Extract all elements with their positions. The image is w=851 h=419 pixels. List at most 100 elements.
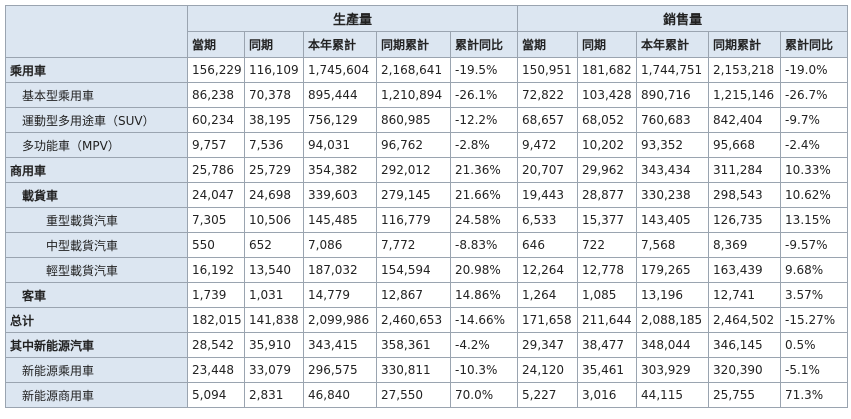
cell: 1,215,146	[708, 82, 782, 108]
cell: 7,305	[187, 207, 245, 233]
cell: 311,284	[708, 157, 782, 183]
cell: 7,086	[303, 232, 377, 258]
cell: 25,755	[708, 382, 782, 408]
table-row: 運動型多用途車（SUV） 60,234 38,195 756,129 860,985 -1…	[5, 107, 849, 133]
table-row: 总计 182,015 141,838 2,099,986 2,460,653 -14.66…	[5, 307, 849, 333]
cell: 24,047	[187, 182, 245, 208]
cell: -9.57%	[780, 232, 849, 258]
cell: 5,094	[187, 382, 245, 408]
cell: 19,443	[517, 182, 579, 208]
cell: 103,428	[577, 82, 638, 108]
column-header-row: 當期 同期 本年累計 同期累計 累計同比 當期 同期 本年累計 同期累計 累計同比	[6, 31, 849, 58]
cell: 343,415	[303, 332, 377, 358]
cell: 10,202	[577, 132, 638, 158]
cell: 68,052	[577, 107, 638, 133]
cell: 296,575	[303, 357, 377, 383]
cell: 646	[517, 232, 579, 258]
cell: 24,120	[517, 357, 579, 383]
cell: 96,762	[376, 132, 451, 158]
cell: 29,962	[577, 157, 638, 183]
group-header: 生產量	[186, 5, 519, 32]
cell: 12,264	[517, 257, 579, 283]
cell: 3.57%	[780, 282, 849, 308]
cell: 12,778	[577, 257, 638, 283]
cell: 70.0%	[449, 382, 519, 408]
row-label: 重型載貨汽車	[5, 207, 188, 233]
row-label: 輕型載貨汽車	[5, 257, 188, 283]
group-header: 銷售量	[517, 5, 849, 32]
cell: 20,707	[517, 157, 579, 183]
cell: 2,168,641	[376, 57, 451, 83]
cell: 156,229	[187, 57, 245, 83]
cell: 154,594	[376, 257, 451, 283]
table-body: 乘用車 156,229 116,109 1,745,604 2,168,641 -19.5…	[5, 57, 849, 408]
cell: 86,238	[187, 82, 245, 108]
cell: 46,840	[303, 382, 377, 408]
cell: 13,196	[636, 282, 710, 308]
cell: -19.0%	[780, 57, 849, 83]
column-header: 累計同比	[780, 31, 849, 58]
cell: 2,460,653	[376, 307, 451, 333]
corner-cell	[5, 5, 188, 58]
cell: 13.15%	[780, 207, 849, 233]
row-label: 多功能車（MPV）	[5, 132, 188, 158]
cell: -12.2%	[449, 107, 519, 133]
cell: 860,985	[376, 107, 451, 133]
cell: 12,741	[708, 282, 782, 308]
cell: 21.36%	[449, 157, 519, 183]
cell: -4.2%	[449, 332, 519, 358]
cell: 10,506	[244, 207, 304, 233]
row-label: 新能源商用車	[5, 382, 188, 408]
cell: 44,115	[636, 382, 710, 408]
table-row: 載貨車 24,047 24,698 339,603 279,145 21.66% 19,44…	[5, 182, 849, 208]
cell: 150,951	[517, 57, 579, 83]
row-label: 載貨車	[5, 182, 188, 208]
cell: 298,543	[708, 182, 782, 208]
cell: 10.33%	[780, 157, 849, 183]
cell: 550	[187, 232, 245, 258]
column-header: 同期	[577, 31, 638, 58]
row-label: 总计	[5, 307, 188, 333]
cell: 348,044	[636, 332, 710, 358]
cell: 330,811	[376, 357, 451, 383]
cell: 1,031	[244, 282, 304, 308]
table-row: 客車 1,739 1,031 14,779 12,867 14.86% 1,264 1,085…	[5, 282, 849, 308]
row-label: 運動型多用途車（SUV）	[5, 107, 188, 133]
cell: 722	[577, 232, 638, 258]
cell: 12,867	[376, 282, 451, 308]
cell: 13,540	[244, 257, 304, 283]
cell: 182,015	[187, 307, 245, 333]
column-header: 當期	[187, 31, 245, 58]
cell: 7,568	[636, 232, 710, 258]
cell: 9.68%	[780, 257, 849, 283]
cell: -2.4%	[780, 132, 849, 158]
cell: 126,735	[708, 207, 782, 233]
cell: 16,192	[187, 257, 245, 283]
table-row: 重型載貨汽車 7,305 10,506 145,485 116,779 24.58% 6,5…	[5, 207, 849, 233]
cell: 7,772	[376, 232, 451, 258]
row-label: 客車	[5, 282, 188, 308]
cell: 652	[244, 232, 304, 258]
table-row: 輕型載貨汽車 16,192 13,540 187,032 154,594 20.98% 12…	[5, 257, 849, 283]
cell: 0.5%	[780, 332, 849, 358]
cell: 339,603	[303, 182, 377, 208]
cell: 354,382	[303, 157, 377, 183]
group-header-row: 生產量 銷售量	[5, 5, 849, 58]
cell: 171,658	[517, 307, 579, 333]
column-header: 累計同比	[449, 31, 519, 58]
cell: 890,716	[636, 82, 710, 108]
cell: 842,404	[708, 107, 782, 133]
cell: -8.83%	[449, 232, 519, 258]
table-row: 商用車 25,786 25,729 354,382 292,012 21.36% 20,70…	[5, 157, 849, 183]
cell: 38,477	[577, 332, 638, 358]
row-label: 乘用車	[5, 57, 188, 83]
cell: 181,682	[577, 57, 638, 83]
cell: 320,390	[708, 357, 782, 383]
column-header: 同期累計	[376, 31, 451, 58]
table-row: 新能源乘用車 23,448 33,079 296,575 330,811 -10.3% 24…	[5, 357, 849, 383]
cell: 179,265	[636, 257, 710, 283]
cell: 145,485	[303, 207, 377, 233]
column-header: 本年累計	[636, 31, 710, 58]
cell: 70,378	[244, 82, 304, 108]
